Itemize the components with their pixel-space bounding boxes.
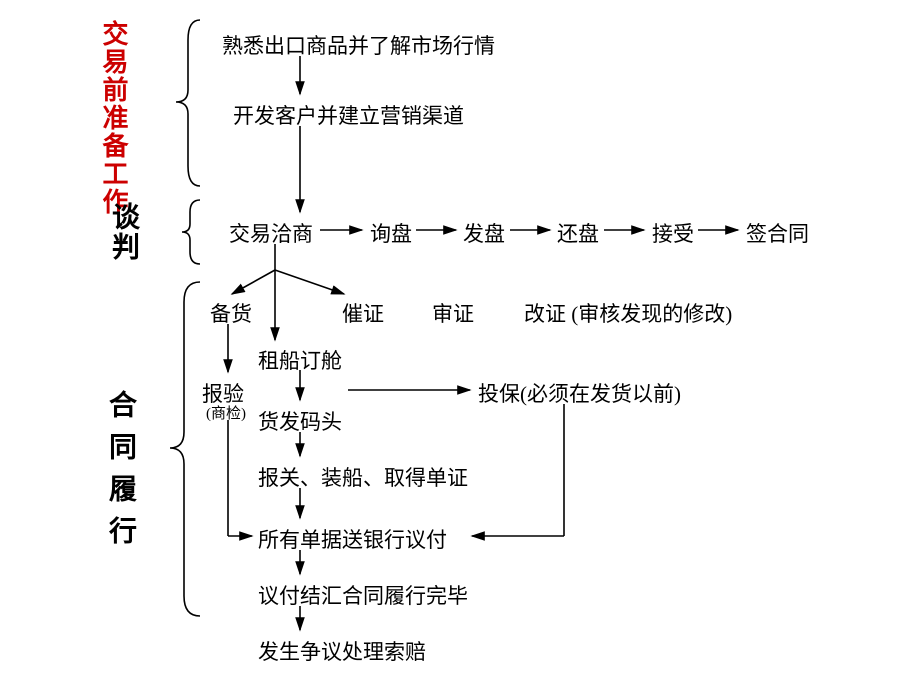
node-sign: 签合同 <box>746 218 809 248</box>
node-counter: 还盘 <box>557 218 599 248</box>
section-label-neg: 谈判 <box>103 202 143 262</box>
node-prepare-goods: 备货 <box>210 298 252 328</box>
node-book-ship: 租船订舱 <box>258 345 342 375</box>
section-label-contract: 合同履行 <box>100 390 140 558</box>
node-offer: 发盘 <box>463 218 505 248</box>
node-develop-customers: 开发客户并建立营销渠道 <box>233 100 464 130</box>
node-inquiry: 询盘 <box>370 218 412 248</box>
node-dispute: 发生争议处理索赔 <box>258 636 426 666</box>
node-urge-lc: 催证 <box>342 298 384 328</box>
node-accept: 接受 <box>652 218 694 248</box>
node-insure: 投保(必须在发货以前) <box>478 378 681 408</box>
node-inspection-sub: (商检) <box>206 402 246 423</box>
node-deliver-dock: 货发码头 <box>258 406 342 436</box>
node-settle: 议付结汇合同履行完毕 <box>258 580 468 610</box>
node-bank-docs: 所有单据送银行议付 <box>258 524 447 554</box>
node-customs-ship: 报关、装船、取得单证 <box>258 462 468 492</box>
node-amend-lc: 改证 (审核发现的修改) <box>524 298 732 328</box>
node-check-lc: 审证 <box>432 298 474 328</box>
section-label-prep: 交易前准备工作 <box>95 20 132 216</box>
node-familiarize: 熟悉出口商品并了解市场行情 <box>222 30 495 60</box>
node-negotiate: 交易洽商 <box>229 218 313 248</box>
